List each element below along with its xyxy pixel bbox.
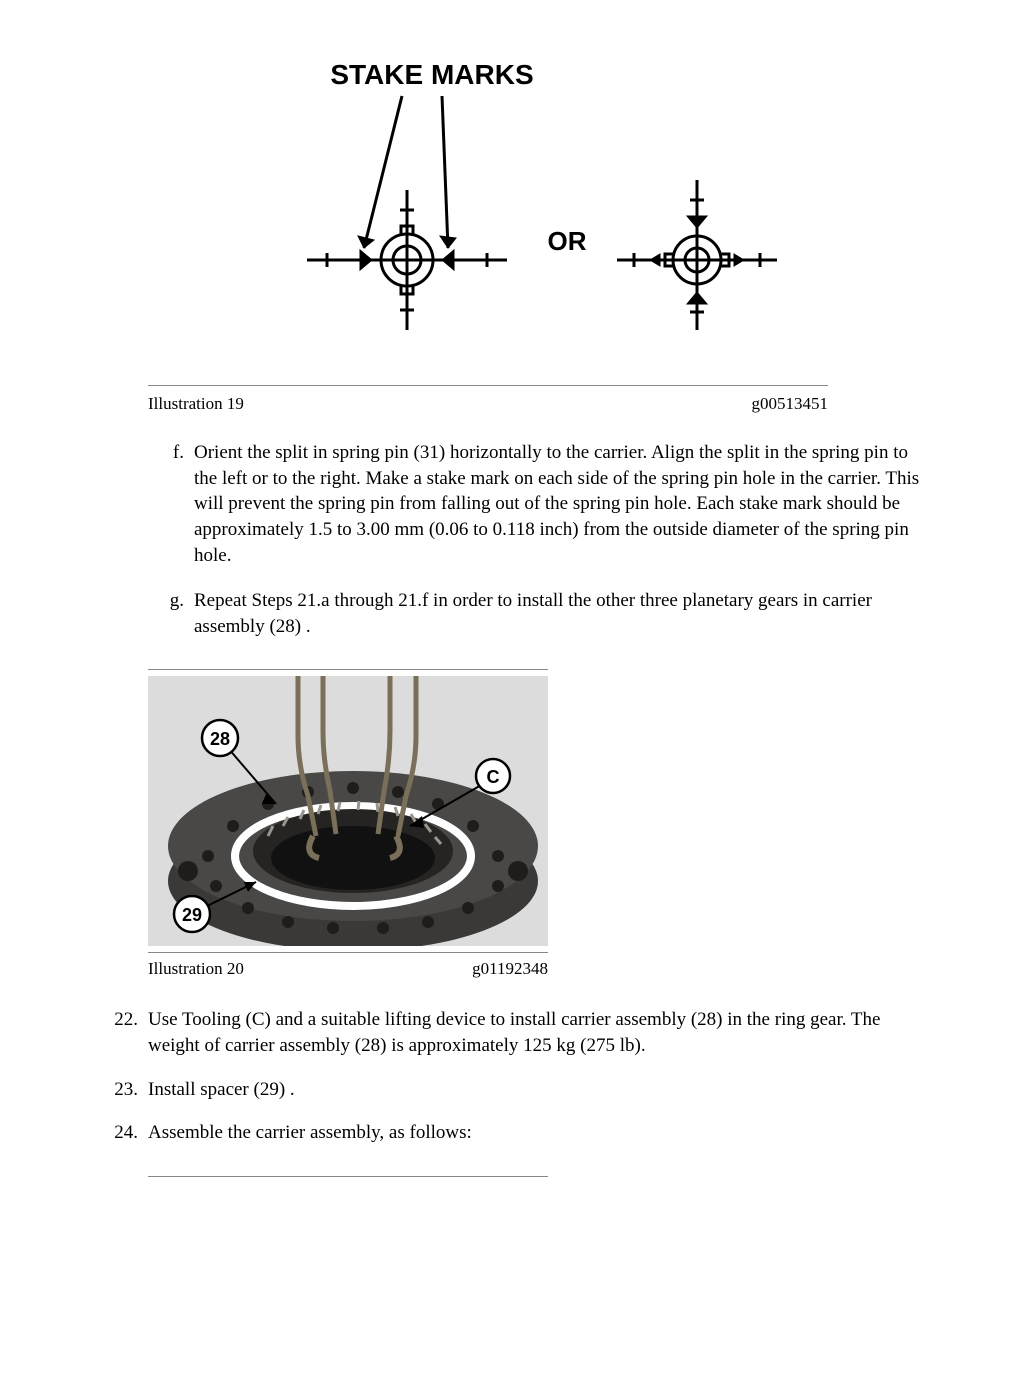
illustration-19-label: Illustration 19 — [148, 394, 244, 414]
illustration-19-caption-block: Illustration 19 g00513451 — [148, 385, 924, 414]
step-marker: f. — [148, 440, 194, 568]
svg-text:29: 29 — [182, 905, 202, 925]
step-text: Use Tooling (C) and a suitable lifting d… — [148, 1007, 924, 1058]
divider — [148, 385, 828, 386]
illustration-20-block: 28 C 29 Illustration 20 g01192348 — [148, 669, 924, 979]
step-text: Assemble the carrier assembly, as follow… — [148, 1120, 924, 1146]
right-figure — [617, 180, 777, 330]
step-g: g. Repeat Steps 21.a through 21.f in ord… — [148, 588, 924, 639]
illustration-19-code: g00513451 — [752, 394, 829, 414]
svg-text:C: C — [487, 767, 500, 787]
step-text: Orient the split in spring pin (31) hori… — [194, 440, 924, 568]
divider — [148, 952, 548, 953]
step-text: Install spacer (29) . — [148, 1077, 924, 1103]
step-marker: 24. — [100, 1120, 148, 1146]
step-22: 22. Use Tooling (C) and a suitable lifti… — [100, 1007, 924, 1058]
step-f: f. Orient the split in spring pin (31) h… — [148, 440, 924, 568]
illustration-20-photo: 28 C 29 — [148, 676, 548, 946]
divider — [148, 1176, 548, 1177]
svg-text:28: 28 — [210, 729, 230, 749]
divider — [148, 669, 548, 670]
step-marker: 23. — [100, 1077, 148, 1103]
step-marker: 22. — [100, 1007, 148, 1058]
illustration-20-code: g01192348 — [472, 959, 548, 979]
numbered-steps: 22. Use Tooling (C) and a suitable lifti… — [100, 1007, 924, 1146]
illustration-20-label: Illustration 20 — [148, 959, 244, 979]
illustration-19-diagram: STAKE MARKS — [100, 50, 924, 365]
page: STAKE MARKS — [0, 0, 1024, 1237]
stake-marks-svg: STAKE MARKS — [232, 50, 792, 360]
step-text: Repeat Steps 21.a through 21.f in order … — [194, 588, 924, 639]
diagram-title: STAKE MARKS — [330, 59, 533, 90]
step-23: 23. Install spacer (29) . — [100, 1077, 924, 1103]
left-figure — [307, 96, 507, 330]
step-marker: g. — [148, 588, 194, 639]
or-label: OR — [548, 226, 587, 256]
step-24: 24. Assemble the carrier assembly, as fo… — [100, 1120, 924, 1146]
lettered-steps: f. Orient the split in spring pin (31) h… — [148, 440, 924, 639]
